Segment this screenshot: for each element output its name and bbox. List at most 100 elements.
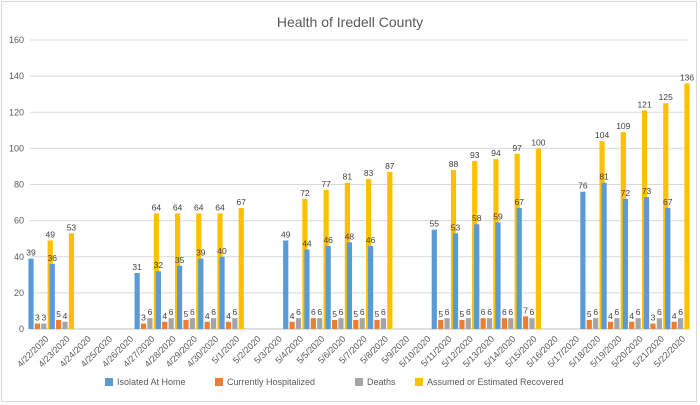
y-tick-label: 20 [14,288,24,298]
data-label: 73 [642,186,652,196]
y-axis-ticks: 0 20 40 60 80 100 120 140 160 [9,35,24,334]
bar [140,323,147,329]
data-label: 104 [595,130,609,140]
bar [147,318,153,329]
bar [338,318,344,329]
legend: Isolated At Home Currently Hospitalized De… [105,377,564,387]
bar [238,207,244,329]
bar [643,197,650,329]
data-label: 5 [460,309,465,319]
data-label: 6 [311,307,316,317]
y-tick-label: 40 [14,252,24,262]
bar [465,318,471,329]
data-label: 6 [636,307,641,317]
data-label: 6 [487,307,492,317]
data-label: 6 [317,307,322,317]
bar [41,323,47,329]
data-label: 93 [470,150,480,160]
data-label: 5 [353,309,358,319]
bar [283,240,289,329]
bar [232,318,238,329]
legend-swatch [355,378,363,386]
chart-title: Health of Iredell County [277,14,423,30]
data-label: 6 [148,307,153,317]
bar [444,318,450,329]
data-label: 32 [154,260,164,270]
bar [211,318,217,329]
data-label: 6 [502,307,507,317]
data-label: 6 [339,307,344,317]
data-label: 72 [621,188,631,198]
data-label: 64 [152,202,162,212]
bar [635,318,641,329]
data-label: 64 [194,202,204,212]
data-label: 6 [360,307,365,317]
bar [56,319,62,329]
data-label: 136 [680,72,694,82]
bar [225,321,232,329]
data-label: 49 [281,229,291,239]
bar [516,207,522,329]
bar [134,273,140,329]
y-tick-label: 80 [14,180,24,190]
data-label: 44 [302,239,312,249]
data-label: 81 [343,172,353,182]
bar [353,319,359,329]
bar [593,318,599,329]
data-label: 3 [41,313,46,323]
data-label: 6 [466,307,471,317]
legend-swatch [415,378,423,386]
bar [304,249,310,329]
x-axis-ticks: 4/22/20204/23/20204/24/20204/25/20204/26… [15,334,687,369]
data-label: 6 [657,307,662,317]
bar [474,224,480,329]
data-label: 6 [232,307,237,317]
data-label: 5 [375,309,380,319]
bar [162,321,168,329]
y-tick-label: 100 [9,143,24,153]
bar [183,319,189,329]
bar [155,271,161,329]
bar [529,318,535,329]
data-label: 94 [491,148,501,158]
data-label: 6 [678,307,683,317]
y-tick-label: 160 [9,35,24,45]
bar [374,319,380,329]
legend-label: Deaths [367,377,396,387]
y-tick-label: 0 [19,324,24,334]
data-label: 49 [45,229,55,239]
data-label: 5 [332,309,337,319]
data-label: 35 [175,255,185,265]
bar [677,318,684,329]
data-label: 3 [651,313,656,323]
data-label: 4 [672,311,677,321]
data-label: 5 [184,309,189,319]
bar [438,319,444,329]
data-label: 6 [211,307,216,317]
bar [580,191,586,329]
bar [325,245,331,329]
bar [68,233,75,329]
data-label: 3 [35,313,40,323]
data-label: 59 [493,211,503,221]
data-label: 100 [531,137,545,147]
data-label: 6 [481,307,486,317]
data-label: 6 [508,307,513,317]
data-label: 5 [438,309,443,319]
bar [495,222,501,329]
bar [189,318,195,329]
legend-label: Isolated At Home [117,377,186,387]
bar [650,323,656,329]
data-label: 81 [599,172,609,182]
bar [380,318,387,329]
bar [176,265,183,329]
data-label: 4 [608,311,613,321]
bar [359,318,365,329]
y-tick-label: 140 [9,71,24,81]
data-label: 6 [296,307,301,317]
data-label: 53 [451,222,461,232]
data-label: 58 [472,213,482,223]
bar [486,318,493,329]
bar [295,318,302,329]
